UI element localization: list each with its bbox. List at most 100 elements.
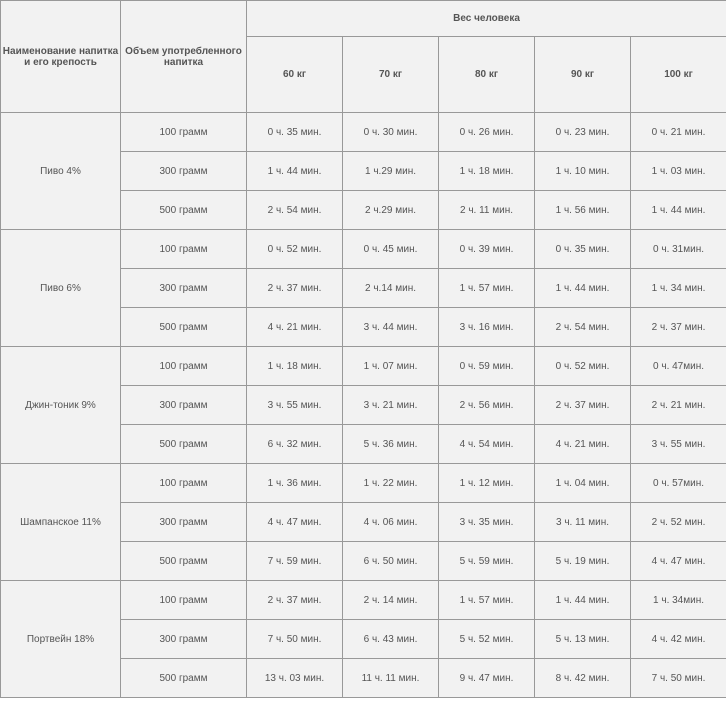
time-cell: 5 ч. 13 мин. [535,620,631,659]
time-cell: 4 ч. 47 мин. [631,542,726,581]
time-cell: 3 ч. 55 мин. [247,386,343,425]
volume-cell: 300 грамм [121,503,247,542]
time-cell: 2 ч. 21 мин. [631,386,726,425]
time-cell: 6 ч. 43 мин. [343,620,439,659]
volume-cell: 100 грамм [121,347,247,386]
time-cell: 0 ч. 21 мин. [631,113,726,152]
time-cell: 1 ч. 22 мин. [343,464,439,503]
header-volume: Объем употребленного напитка [121,1,247,113]
volume-cell: 100 грамм [121,230,247,269]
time-cell: 0 ч. 47мин. [631,347,726,386]
time-cell: 0 ч. 59 мин. [439,347,535,386]
volume-cell: 300 грамм [121,386,247,425]
header-weight-90: 90 кг [535,37,631,113]
time-cell: 2 ч. 37 мин. [535,386,631,425]
time-cell: 0 ч. 52 мин. [535,347,631,386]
time-cell: 11 ч. 11 мин. [343,659,439,698]
time-cell: 1 ч. 07 мин. [343,347,439,386]
time-cell: 4 ч. 21 мин. [535,425,631,464]
time-cell: 0 ч. 39 мин. [439,230,535,269]
time-cell: 0 ч. 35 мин. [247,113,343,152]
time-cell: 7 ч. 50 мин. [247,620,343,659]
time-cell: 2 ч. 54 мин. [535,308,631,347]
time-cell: 1 ч.29 мин. [343,152,439,191]
time-cell: 3 ч. 55 мин. [631,425,726,464]
time-cell: 9 ч. 47 мин. [439,659,535,698]
drink-name-cell: Пиво 6% [1,230,121,347]
time-cell: 0 ч. 31мин. [631,230,726,269]
volume-cell: 300 грамм [121,269,247,308]
time-cell: 2 ч. 37 мин. [631,308,726,347]
time-cell: 7 ч. 59 мин. [247,542,343,581]
header-weight-80: 80 кг [439,37,535,113]
volume-cell: 300 грамм [121,152,247,191]
volume-cell: 500 грамм [121,308,247,347]
time-cell: 3 ч. 44 мин. [343,308,439,347]
time-cell: 1 ч. 44 мин. [247,152,343,191]
time-cell: 2 ч. 52 мин. [631,503,726,542]
time-cell: 4 ч. 42 мин. [631,620,726,659]
time-cell: 0 ч. 57мин. [631,464,726,503]
volume-cell: 300 грамм [121,620,247,659]
time-cell: 6 ч. 32 мин. [247,425,343,464]
time-cell: 3 ч. 21 мин. [343,386,439,425]
time-cell: 2 ч.29 мин. [343,191,439,230]
time-cell: 8 ч. 42 мин. [535,659,631,698]
time-cell: 4 ч. 54 мин. [439,425,535,464]
time-cell: 1 ч. 36 мин. [247,464,343,503]
volume-cell: 100 грамм [121,113,247,152]
time-cell: 5 ч. 52 мин. [439,620,535,659]
drink-name-cell: Пиво 4% [1,113,121,230]
table-row: Шампанское 11%100 грамм1 ч. 36 мин.1 ч. … [1,464,726,503]
time-cell: 1 ч. 57 мин. [439,269,535,308]
time-cell: 4 ч. 06 мин. [343,503,439,542]
time-cell: 0 ч. 26 мин. [439,113,535,152]
volume-cell: 100 грамм [121,464,247,503]
header-weight: Вес человека [247,1,726,37]
time-cell: 1 ч. 44 мин. [535,269,631,308]
table-row: Портвейн 18%100 грамм2 ч. 37 мин.2 ч. 14… [1,581,726,620]
time-cell: 2 ч. 37 мин. [247,269,343,308]
time-cell: 5 ч. 36 мин. [343,425,439,464]
table-row: Пиво 6%100 грамм0 ч. 52 мин.0 ч. 45 мин.… [1,230,726,269]
time-cell: 5 ч. 19 мин. [535,542,631,581]
header-weight-60: 60 кг [247,37,343,113]
time-cell: 2 ч. 56 мин. [439,386,535,425]
time-cell: 1 ч. 04 мин. [535,464,631,503]
time-cell: 4 ч. 47 мин. [247,503,343,542]
volume-cell: 500 грамм [121,191,247,230]
header-drink: Наименование напитка и его крепость [1,1,121,113]
time-cell: 2 ч. 14 мин. [343,581,439,620]
time-cell: 1 ч. 34мин. [631,581,726,620]
time-cell: 1 ч. 44 мин. [631,191,726,230]
time-cell: 7 ч. 50 мин. [631,659,726,698]
table-body: Пиво 4%100 грамм0 ч. 35 мин.0 ч. 30 мин.… [1,113,726,698]
time-cell: 3 ч. 11 мин. [535,503,631,542]
drink-name-cell: Джин-тоник 9% [1,347,121,464]
time-cell: 6 ч. 50 мин. [343,542,439,581]
time-cell: 1 ч. 18 мин. [439,152,535,191]
time-cell: 2 ч.14 мин. [343,269,439,308]
time-cell: 1 ч. 03 мин. [631,152,726,191]
header-weight-70: 70 кг [343,37,439,113]
drink-name-cell: Шампанское 11% [1,464,121,581]
header-weight-100: 100 кг [631,37,726,113]
time-cell: 1 ч. 57 мин. [439,581,535,620]
time-cell: 13 ч. 03 мин. [247,659,343,698]
time-cell: 1 ч. 56 мин. [535,191,631,230]
table-header: Наименование напитка и его крепость Объе… [1,1,726,113]
time-cell: 2 ч. 11 мин. [439,191,535,230]
time-cell: 1 ч. 34 мин. [631,269,726,308]
volume-cell: 100 грамм [121,581,247,620]
alcohol-elimination-table: Наименование напитка и его крепость Объе… [0,0,726,698]
time-cell: 3 ч. 35 мин. [439,503,535,542]
time-cell: 1 ч. 44 мин. [535,581,631,620]
time-cell: 0 ч. 23 мин. [535,113,631,152]
time-cell: 3 ч. 16 мин. [439,308,535,347]
time-cell: 0 ч. 35 мин. [535,230,631,269]
time-cell: 2 ч. 37 мин. [247,581,343,620]
time-cell: 0 ч. 52 мин. [247,230,343,269]
time-cell: 0 ч. 45 мин. [343,230,439,269]
volume-cell: 500 грамм [121,425,247,464]
time-cell: 1 ч. 18 мин. [247,347,343,386]
